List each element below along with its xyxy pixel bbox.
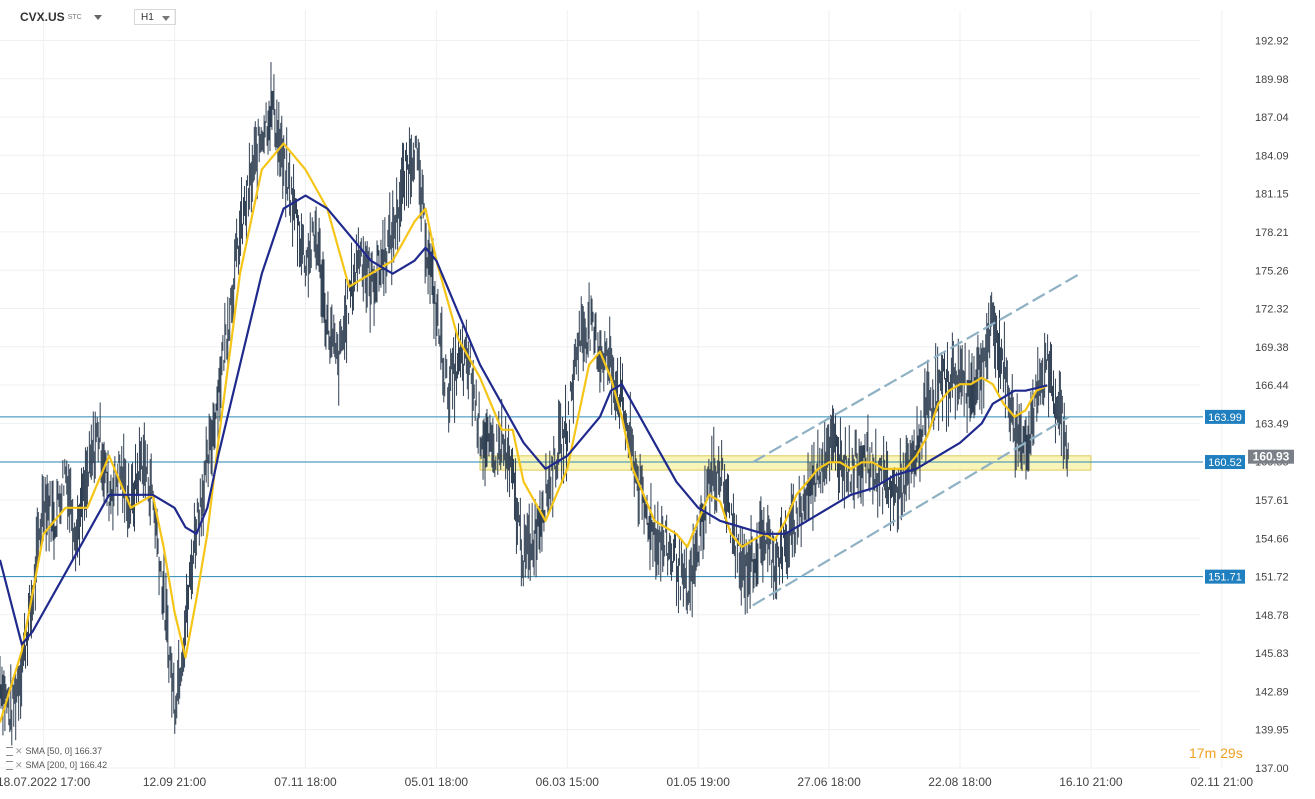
y-tick-label: 137.00 [1255, 763, 1289, 775]
y-tick-label: 169.38 [1255, 342, 1289, 354]
x-tick-label: 16.10 21:00 [1059, 775, 1123, 789]
close-icon[interactable]: ✕ [15, 760, 23, 770]
y-tick-label: 181.15 [1255, 189, 1289, 201]
y-tick-label: 192.92 [1255, 36, 1289, 48]
x-tick-label: 27.06 18:00 [797, 775, 861, 789]
x-tick-label: 07.11 18:00 [274, 775, 337, 789]
symbol-label: CVX.US [20, 10, 65, 24]
y-tick-label: 187.04 [1255, 112, 1289, 124]
level-badge [1205, 409, 1245, 424]
y-tick-label: 139.95 [1255, 725, 1289, 737]
y-tick-label: 184.09 [1255, 150, 1289, 162]
sma200-line [0, 194, 1048, 646]
channel-lower-line [752, 415, 1070, 607]
legend-item-sma50[interactable]: ✕ SMA [50, 0] 166.37 [6, 746, 102, 757]
level-label: 160.52 [1208, 457, 1242, 469]
legend-item-sma200[interactable]: ✕ SMA [200, 0] 166.42 [6, 760, 107, 771]
y-tick-label: 172.32 [1255, 304, 1289, 316]
y-tick-label: 154.66 [1255, 533, 1289, 545]
close-icon[interactable]: ✕ [15, 746, 23, 756]
level-label: 163.99 [1208, 412, 1242, 424]
x-tick-label: 12.09 21:00 [143, 775, 207, 789]
x-tick-label: 22.08 18:00 [928, 775, 992, 789]
chevron-down-icon [162, 16, 170, 21]
channel-upper-line [752, 272, 1081, 464]
y-tick-label: 145.83 [1255, 648, 1289, 660]
x-tick-label: 05.01 18:00 [405, 775, 469, 789]
price-candles [0, 62, 1069, 746]
y-tick-label: 175.26 [1255, 265, 1289, 277]
y-tick-label: 157.61 [1255, 495, 1289, 507]
symbol-sub-label: STC [67, 14, 82, 22]
timeframe-selector[interactable]: H1 [134, 9, 176, 25]
x-tick-label: 02.11 21:00 [1191, 775, 1254, 789]
y-tick-label: 142.89 [1255, 686, 1289, 698]
y-tick-label: 163.49 [1255, 418, 1289, 430]
x-tick-label: 06.03 15:00 [536, 775, 600, 789]
timer-seconds: 29 [1220, 745, 1236, 761]
y-tick-label: 178.21 [1255, 227, 1289, 239]
legend-label: SMA [200, 0] 166.42 [25, 760, 108, 770]
y-tick-label: 166.44 [1255, 380, 1289, 392]
timer-minutes-unit: m [1204, 745, 1217, 761]
menu-icon[interactable] [6, 761, 13, 771]
current-price-badge [1248, 449, 1294, 464]
symbol-selector[interactable]: CVX.US STC [20, 10, 102, 26]
menu-icon[interactable] [6, 747, 13, 757]
sma50-line [0, 142, 1048, 723]
level-badge [1205, 455, 1245, 470]
x-tick-label: 01.05 19:00 [666, 775, 730, 789]
candle-countdown: 17m 29s [1189, 745, 1243, 761]
legend-label: SMA [50, 0] 166.37 [25, 746, 103, 756]
level-badge [1205, 569, 1245, 584]
y-tick-label: 148.78 [1255, 610, 1289, 622]
y-tick-label: 151.72 [1255, 572, 1289, 584]
timer-seconds-unit: s [1235, 745, 1243, 761]
level-label: 151.71 [1208, 572, 1242, 584]
x-tick-label: 18.07.2022 17:00 [0, 775, 91, 789]
chevron-down-icon [93, 15, 102, 21]
y-tick-label: 189.98 [1255, 74, 1289, 86]
timer-minutes: 17 [1189, 745, 1205, 761]
current-price-label: 160.93 [1253, 450, 1290, 464]
timeframe-label: H1 [141, 12, 154, 23]
